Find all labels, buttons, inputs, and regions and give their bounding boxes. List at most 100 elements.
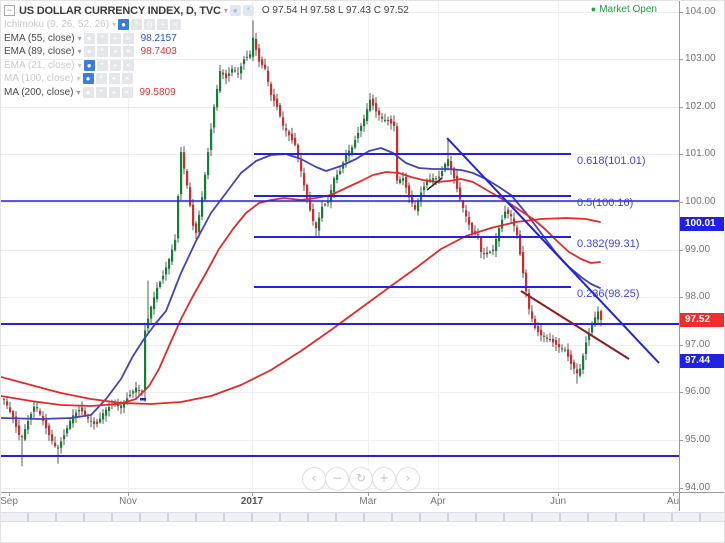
eye-icon[interactable]: ● xyxy=(83,46,95,58)
plus-icon[interactable]: + xyxy=(109,59,121,71)
gridline-h xyxy=(1,297,679,298)
eye-icon[interactable]: ● xyxy=(83,32,95,44)
source-icon[interactable]: () xyxy=(144,19,156,31)
down-trendline-blue[interactable] xyxy=(446,137,660,364)
eye-icon[interactable]: ● xyxy=(82,86,94,98)
gear-icon[interactable]: * xyxy=(96,59,108,71)
chevron-down-icon[interactable]: ▾ xyxy=(77,60,82,70)
plus-icon[interactable]: + xyxy=(108,86,120,98)
eye-icon[interactable]: ● xyxy=(83,59,95,71)
indicator-value: 98.2157 xyxy=(140,32,177,44)
plus-icon[interactable]: + xyxy=(109,46,121,58)
price-axis-tick xyxy=(679,202,683,203)
time-axis-label: Apr xyxy=(430,496,446,507)
indicator-row-ema-1[interactable]: EMA (55, close) ▾ ● * + × 98.2157 xyxy=(4,32,409,46)
horizontal-scrollbar[interactable] xyxy=(1,512,724,522)
price-axis-label: 103.00 xyxy=(685,53,716,64)
gear-icon[interactable]: * xyxy=(96,46,108,58)
mini-trendline-black[interactable] xyxy=(426,177,443,191)
close-icon[interactable]: × xyxy=(122,32,134,44)
gear-icon[interactable]: * xyxy=(96,32,108,44)
time-axis-label: Nov xyxy=(119,496,137,507)
marker-dash xyxy=(140,398,146,401)
price-axis-label: 98.00 xyxy=(685,291,711,302)
plus-icon[interactable]: + xyxy=(108,73,120,85)
down-trendline-maroon[interactable] xyxy=(520,290,630,360)
gridline-v xyxy=(558,1,559,492)
eye-icon[interactable]: ● xyxy=(118,19,130,31)
price-chart-canvas[interactable]: 0.618(101.01) 0.5(100.16) 0.382(99.31) 0.23… xyxy=(1,1,679,523)
eye-icon[interactable]: ● xyxy=(229,5,241,16)
time-axis-label: Au xyxy=(666,496,680,507)
fib-level-label: 0.5(100.16) xyxy=(577,197,633,209)
gear-icon[interactable]: * xyxy=(242,5,254,16)
legend-panel: − US DOLLAR CURRENCY INDEX, D, TVC ▾ ● *… xyxy=(4,3,409,99)
price-axis-label: 97.00 xyxy=(685,339,711,350)
indicator-label: EMA (21, close) xyxy=(4,59,75,71)
price-axis-tick xyxy=(679,392,683,393)
price-axis-label: 101.00 xyxy=(685,148,716,159)
scroll-right-button[interactable]: › xyxy=(396,467,420,491)
chevron-down-icon[interactable]: ▾ xyxy=(112,20,117,30)
price-axis-tick xyxy=(679,297,683,298)
indicator-label: MA (200, close) xyxy=(4,86,74,98)
time-axis-label: 2017 xyxy=(240,496,264,507)
time-axis-tick xyxy=(558,492,559,496)
gridline-v xyxy=(128,1,129,492)
chevron-down-icon[interactable]: ▾ xyxy=(76,87,81,97)
hline-price-tag: 100.01 xyxy=(680,217,724,231)
gridline-h xyxy=(1,392,679,393)
indicator-row-ma-4[interactable]: MA (100, close) ▾ ● * + × xyxy=(4,72,409,86)
price-axis-tick xyxy=(679,345,683,346)
price-axis-border xyxy=(679,1,680,511)
time-axis-tick xyxy=(9,492,10,496)
plus-icon[interactable]: + xyxy=(157,19,169,31)
fib-level-label: 0.236(98.25) xyxy=(577,288,639,300)
price-axis-label: 94.00 xyxy=(685,482,711,493)
time-axis-tick xyxy=(673,492,674,496)
chevron-down-icon[interactable]: ▾ xyxy=(223,6,228,15)
close-icon[interactable]: × xyxy=(122,46,134,58)
price-axis-label: 99.00 xyxy=(685,244,711,255)
gear-icon[interactable]: * xyxy=(131,19,143,31)
zoom-in-button[interactable]: + xyxy=(372,467,396,491)
ema55-line[interactable] xyxy=(1,147,601,420)
scroll-left-button[interactable]: ‹ xyxy=(302,467,326,491)
fib-level-label: 0.382(99.31) xyxy=(577,238,639,250)
price-axis-tick xyxy=(679,488,683,489)
symbol-title: US DOLLAR CURRENCY INDEX, D, TVC xyxy=(19,4,221,17)
ma200-line[interactable] xyxy=(1,217,601,405)
plus-icon[interactable]: + xyxy=(109,32,121,44)
eye-icon[interactable]: ● xyxy=(82,73,94,85)
time-axis-label: Sep xyxy=(0,496,18,507)
gear-icon[interactable]: * xyxy=(95,73,107,85)
chevron-down-icon[interactable]: ▾ xyxy=(77,47,82,57)
last-price-tag: 97.52 xyxy=(680,313,724,327)
gridline-h xyxy=(1,12,679,13)
gridline-v xyxy=(252,1,253,492)
time-axis-label: Mar xyxy=(359,496,377,507)
reset-view-button[interactable]: ↻ xyxy=(349,467,373,491)
gear-icon[interactable]: * xyxy=(95,86,107,98)
price-axis-label: 102.00 xyxy=(685,101,716,112)
close-icon[interactable]: × xyxy=(121,73,133,85)
close-icon[interactable]: × xyxy=(121,86,133,98)
close-icon[interactable]: × xyxy=(122,59,134,71)
close-icon[interactable]: × xyxy=(170,19,182,31)
ema89-line[interactable] xyxy=(1,171,601,407)
chevron-down-icon[interactable]: ▾ xyxy=(77,33,82,43)
indicator-label: EMA (89, close) xyxy=(4,46,75,58)
indicator-row-ma-5[interactable]: MA (200, close) ▾ ● * + × 99.5809 xyxy=(4,86,409,100)
zoom-out-button[interactable]: − xyxy=(325,467,349,491)
price-axis-label: 100.00 xyxy=(685,196,716,207)
price-axis-label: 104.00 xyxy=(685,6,716,17)
symbol-title-row[interactable]: − US DOLLAR CURRENCY INDEX, D, TVC ▾ ● *… xyxy=(4,3,409,18)
indicator-row-ema-2[interactable]: EMA (89, close) ▾ ● * + × 98.7403 xyxy=(4,45,409,59)
indicator-row-ema-3[interactable]: EMA (21, close) ▾ ● * + × xyxy=(4,59,409,73)
chevron-down-icon[interactable]: ▾ xyxy=(76,74,81,84)
time-axis-tick xyxy=(252,492,253,496)
indicator-row-ichimoku-0[interactable]: Ichimoku (9, 26, 52, 26) ▾ ● *() + × xyxy=(4,18,409,32)
gridline-h xyxy=(1,250,679,251)
collapse-icon[interactable]: − xyxy=(4,5,15,16)
